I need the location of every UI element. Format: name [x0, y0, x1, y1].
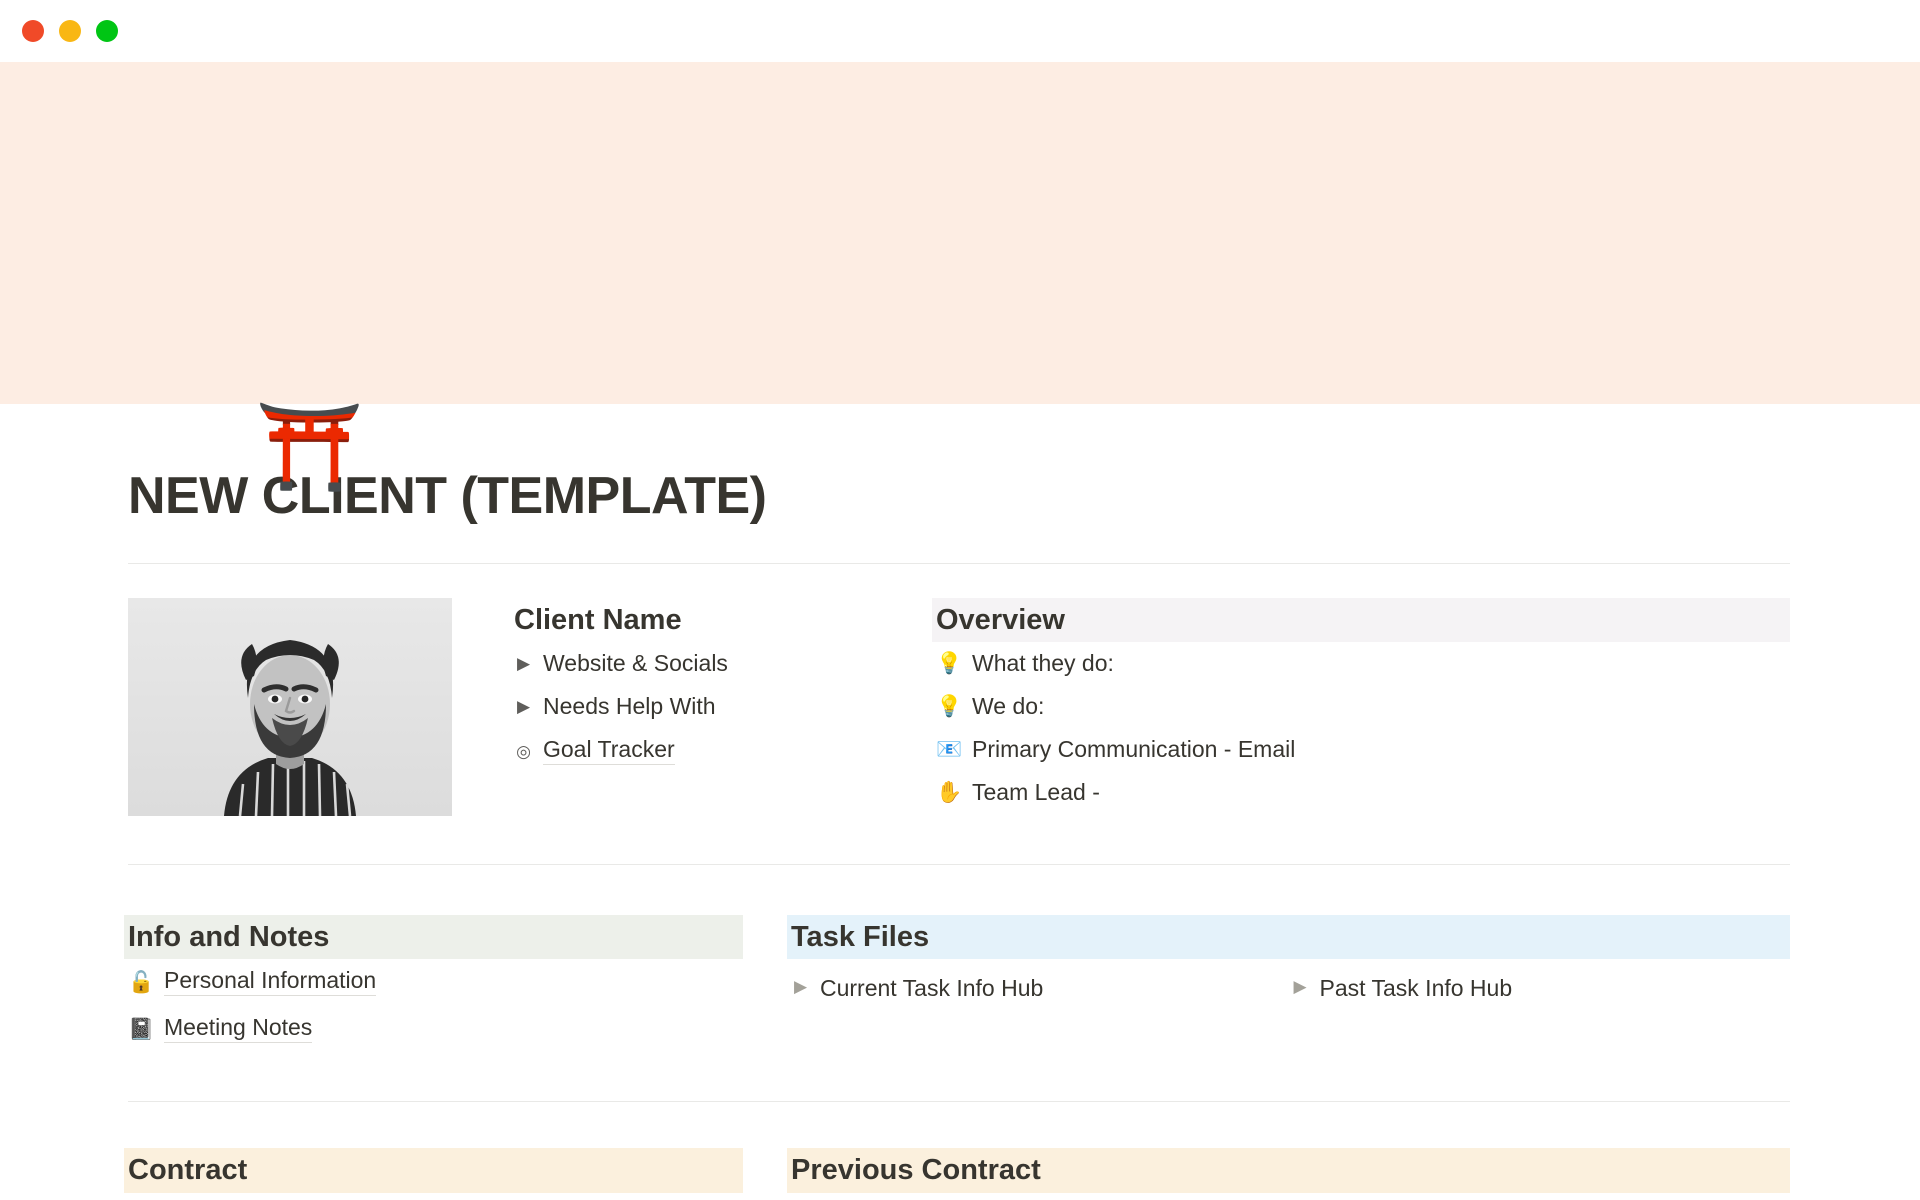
chevron-right-icon[interactable]: ▶ [516, 654, 531, 674]
toggle-label: Past Task Info Hub [1319, 975, 1513, 1002]
page-cover-banner[interactable] [0, 62, 1920, 404]
overview-item-primary-communication[interactable]: 📧 Primary Communication - Email [936, 728, 1790, 771]
client-name-column: Client Name ▶ Website & Socials ▶ Needs … [452, 598, 892, 775]
maximize-window-button[interactable] [96, 20, 118, 42]
link-goal-tracker[interactable]: ◎ Goal Tracker [514, 728, 892, 775]
close-window-button[interactable] [22, 20, 44, 42]
overview-heading: Overview [932, 598, 1790, 643]
current-task-subcolumn: ▶ Current Task Info Hub [791, 967, 1291, 1010]
toggle-label: Needs Help With [543, 693, 716, 720]
overview-item-label: We do: [972, 693, 1045, 720]
overview-column: Overview 💡 What they do: 💡 We do: 📧 Prim… [892, 598, 1790, 814]
window-titlebar [0, 0, 1920, 62]
top-columns: Client Name ▶ Website & Socials ▶ Needs … [128, 598, 1790, 816]
divider-under-top-columns [128, 864, 1790, 865]
contract-column: Contract [124, 1148, 743, 1193]
link-personal-information[interactable]: 🔓 Personal Information [128, 959, 743, 1006]
previous-contract-column: Previous Contract [743, 1148, 1790, 1193]
raised-hand-icon: ✋ [936, 781, 963, 805]
mid-columns: Info and Notes 🔓 Personal Information 📓 … [124, 915, 1790, 1053]
past-task-subcolumn: ▶ Past Task Info Hub [1291, 967, 1791, 1010]
client-portrait-photo[interactable] [128, 598, 452, 816]
overview-item-what-they-do[interactable]: 💡 What they do: [936, 642, 1790, 685]
page-content: ⛩️ NEW CLIENT (TEMPLATE) [124, 404, 1790, 1193]
overview-item-we-do[interactable]: 💡 We do: [936, 685, 1790, 728]
overview-item-team-lead[interactable]: ✋ Team Lead - [936, 771, 1790, 814]
page-body: ⛩️ NEW CLIENT (TEMPLATE) [0, 404, 1920, 1193]
torii-gate-icon[interactable]: ⛩️ [256, 399, 364, 495]
lightbulb-icon: 💡 [936, 652, 963, 676]
contract-heading: Contract [124, 1148, 743, 1193]
toggle-label: Website & Socials [543, 650, 728, 677]
link-meeting-notes[interactable]: 📓 Meeting Notes [128, 1006, 743, 1053]
toggle-needs-help-with[interactable]: ▶ Needs Help With [514, 685, 892, 728]
task-files-heading: Task Files [787, 915, 1790, 960]
email-icon: 📧 [936, 738, 963, 762]
target-icon: ◎ [516, 742, 531, 762]
overview-item-label: What they do: [972, 650, 1114, 677]
notebook-icon: 📓 [128, 1018, 155, 1042]
task-files-subcolumns: ▶ Current Task Info Hub ▶ Past Task Info… [791, 967, 1790, 1010]
lightbulb-icon: 💡 [936, 695, 963, 719]
unlocked-padlock-icon: 🔓 [128, 971, 155, 995]
photo-column [128, 598, 452, 816]
chevron-right-icon[interactable]: ▶ [793, 976, 808, 996]
bottom-columns: Contract Previous Contract [124, 1148, 1790, 1193]
page-link-label[interactable]: Goal Tracker [543, 738, 675, 766]
toggle-label: Current Task Info Hub [820, 975, 1044, 1002]
toggle-current-task-info-hub[interactable]: ▶ Current Task Info Hub [791, 967, 1291, 1010]
page-title[interactable]: NEW CLIENT (TEMPLATE) [128, 467, 767, 525]
chevron-right-icon[interactable]: ▶ [1293, 976, 1307, 996]
info-and-notes-column: Info and Notes 🔓 Personal Information 📓 … [124, 915, 743, 1053]
chevron-right-icon[interactable]: ▶ [516, 697, 531, 717]
toggle-website-socials[interactable]: ▶ Website & Socials [514, 642, 892, 685]
page-link-label[interactable]: Meeting Notes [164, 1016, 313, 1044]
client-name-heading: Client Name [514, 604, 682, 636]
task-files-column: Task Files ▶ Current Task Info Hub ▶ Pas… [743, 915, 1790, 1053]
overview-item-label: Team Lead - [972, 779, 1100, 806]
overview-item-label: Primary Communication - Email [972, 736, 1296, 763]
traffic-light-group [22, 20, 118, 42]
info-and-notes-heading: Info and Notes [124, 915, 743, 960]
previous-contract-heading: Previous Contract [787, 1148, 1790, 1193]
page-link-label[interactable]: Personal Information [164, 969, 377, 997]
toggle-past-task-info-hub[interactable]: ▶ Past Task Info Hub [1291, 967, 1791, 1010]
divider-under-title [128, 563, 1790, 564]
divider-under-mid-columns [128, 1101, 1790, 1103]
minimize-window-button[interactable] [59, 20, 81, 42]
